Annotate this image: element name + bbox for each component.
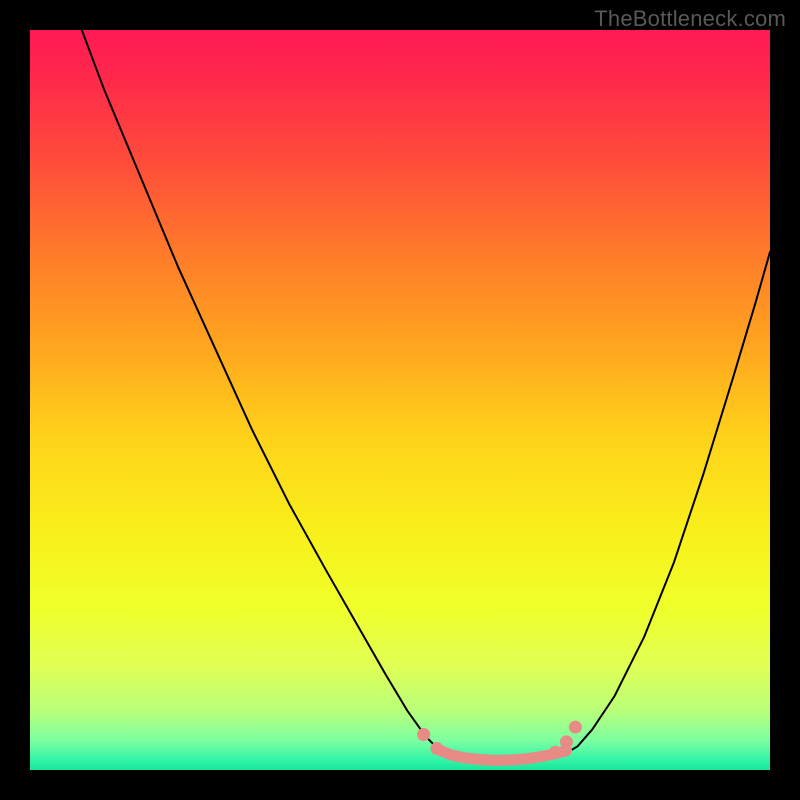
marker-dot	[417, 728, 430, 741]
watermark-text: TheBottleneck.com	[594, 6, 786, 32]
optimal-range-band	[441, 751, 567, 761]
marker-dot	[431, 742, 444, 755]
marker-dot	[549, 746, 562, 759]
bottleneck-curve-left	[82, 30, 445, 753]
curve-layer	[30, 30, 770, 770]
plot-area	[30, 30, 770, 770]
marker-dot	[560, 735, 573, 748]
marker-dot	[569, 721, 582, 734]
bottleneck-curve-right	[567, 252, 771, 753]
chart-container: TheBottleneck.com	[0, 0, 800, 800]
